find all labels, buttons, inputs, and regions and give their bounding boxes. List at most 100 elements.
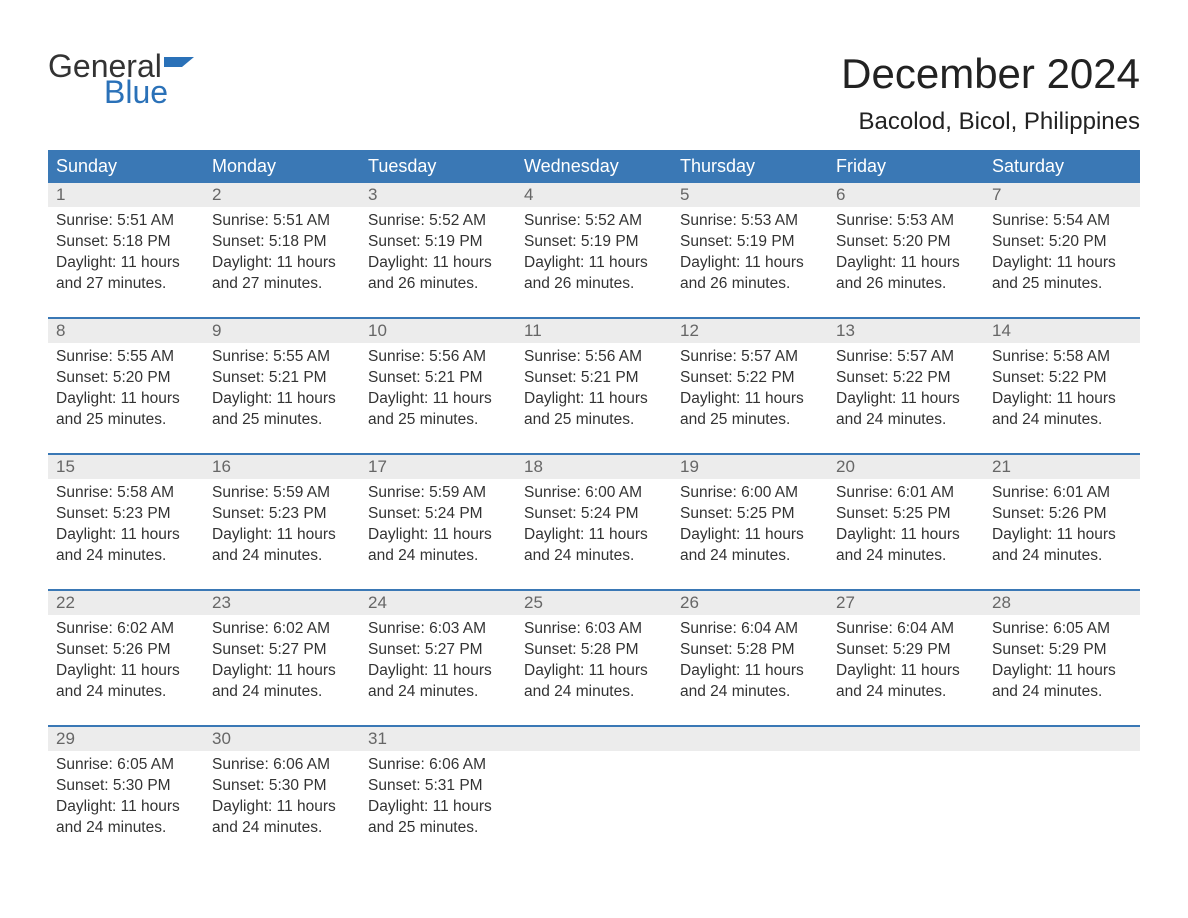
info-line: and 26 minutes. <box>680 274 820 295</box>
day-cell: 15Sunrise: 5:58 AMSunset: 5:23 PMDayligh… <box>48 455 204 575</box>
info-line: Daylight: 11 hours <box>836 525 976 546</box>
info-line: Daylight: 11 hours <box>524 389 664 410</box>
info-line: and 24 minutes. <box>56 818 196 839</box>
calendar: Sunday Monday Tuesday Wednesday Thursday… <box>48 150 1140 847</box>
day-number <box>828 727 984 751</box>
info-line: and 25 minutes. <box>56 410 196 431</box>
info-line: Daylight: 11 hours <box>680 525 820 546</box>
info-line: and 27 minutes. <box>56 274 196 295</box>
day-number: 4 <box>516 183 672 207</box>
info-line: Daylight: 11 hours <box>992 661 1132 682</box>
day-number: 18 <box>516 455 672 479</box>
day-cell: 17Sunrise: 5:59 AMSunset: 5:24 PMDayligh… <box>360 455 516 575</box>
day-number <box>516 727 672 751</box>
info-line: and 25 minutes. <box>680 410 820 431</box>
info-line: Daylight: 11 hours <box>368 389 508 410</box>
info-line: Daylight: 11 hours <box>680 661 820 682</box>
day-info: Sunrise: 6:05 AMSunset: 5:30 PMDaylight:… <box>48 751 204 839</box>
info-line: Daylight: 11 hours <box>680 389 820 410</box>
info-line: Daylight: 11 hours <box>212 661 352 682</box>
week-row: 29Sunrise: 6:05 AMSunset: 5:30 PMDayligh… <box>48 725 1140 847</box>
day-cell: 29Sunrise: 6:05 AMSunset: 5:30 PMDayligh… <box>48 727 204 847</box>
info-line: Daylight: 11 hours <box>368 661 508 682</box>
info-line: Sunset: 5:21 PM <box>368 368 508 389</box>
info-line: Daylight: 11 hours <box>56 253 196 274</box>
day-info: Sunrise: 5:59 AMSunset: 5:24 PMDaylight:… <box>360 479 516 567</box>
day-header: Friday <box>828 150 984 183</box>
info-line: Sunrise: 6:02 AM <box>56 619 196 640</box>
day-cell: 1Sunrise: 5:51 AMSunset: 5:18 PMDaylight… <box>48 183 204 303</box>
day-info: Sunrise: 6:01 AMSunset: 5:26 PMDaylight:… <box>984 479 1140 567</box>
info-line: and 24 minutes. <box>56 546 196 567</box>
day-number: 10 <box>360 319 516 343</box>
info-line: Sunset: 5:29 PM <box>992 640 1132 661</box>
info-line: Daylight: 11 hours <box>368 797 508 818</box>
info-line: Sunrise: 6:01 AM <box>992 483 1132 504</box>
info-line: Sunrise: 5:56 AM <box>368 347 508 368</box>
info-line: Sunrise: 5:51 AM <box>56 211 196 232</box>
day-info: Sunrise: 6:00 AMSunset: 5:24 PMDaylight:… <box>516 479 672 567</box>
info-line: and 24 minutes. <box>212 546 352 567</box>
week-row: 15Sunrise: 5:58 AMSunset: 5:23 PMDayligh… <box>48 453 1140 575</box>
info-line: and 24 minutes. <box>368 682 508 703</box>
info-line: Sunrise: 6:00 AM <box>680 483 820 504</box>
info-line: Sunset: 5:20 PM <box>56 368 196 389</box>
info-line: Sunset: 5:23 PM <box>212 504 352 525</box>
day-header: Thursday <box>672 150 828 183</box>
day-cell: 5Sunrise: 5:53 AMSunset: 5:19 PMDaylight… <box>672 183 828 303</box>
day-number: 9 <box>204 319 360 343</box>
day-cell: 3Sunrise: 5:52 AMSunset: 5:19 PMDaylight… <box>360 183 516 303</box>
info-line: Sunset: 5:25 PM <box>680 504 820 525</box>
day-cell <box>984 727 1140 847</box>
day-cell: 13Sunrise: 5:57 AMSunset: 5:22 PMDayligh… <box>828 319 984 439</box>
info-line: Sunrise: 6:05 AM <box>56 755 196 776</box>
day-info: Sunrise: 5:54 AMSunset: 5:20 PMDaylight:… <box>984 207 1140 295</box>
info-line: Daylight: 11 hours <box>524 253 664 274</box>
info-line: Daylight: 11 hours <box>992 525 1132 546</box>
info-line: Sunrise: 6:06 AM <box>368 755 508 776</box>
info-line: and 27 minutes. <box>212 274 352 295</box>
info-line: Sunset: 5:27 PM <box>212 640 352 661</box>
info-line: Daylight: 11 hours <box>56 797 196 818</box>
day-info: Sunrise: 6:03 AMSunset: 5:27 PMDaylight:… <box>360 615 516 703</box>
info-line: Daylight: 11 hours <box>56 525 196 546</box>
info-line: and 25 minutes. <box>992 274 1132 295</box>
day-info: Sunrise: 6:06 AMSunset: 5:31 PMDaylight:… <box>360 751 516 839</box>
info-line: Daylight: 11 hours <box>368 253 508 274</box>
day-number: 13 <box>828 319 984 343</box>
info-line: Daylight: 11 hours <box>992 389 1132 410</box>
day-header: Sunday <box>48 150 204 183</box>
day-number: 6 <box>828 183 984 207</box>
info-line: Sunrise: 5:57 AM <box>836 347 976 368</box>
info-line: Daylight: 11 hours <box>836 661 976 682</box>
info-line: and 24 minutes. <box>680 682 820 703</box>
location: Bacolod, Bicol, Philippines <box>841 108 1140 136</box>
info-line: Sunset: 5:28 PM <box>680 640 820 661</box>
day-number: 19 <box>672 455 828 479</box>
info-line: Daylight: 11 hours <box>56 389 196 410</box>
day-info: Sunrise: 5:55 AMSunset: 5:21 PMDaylight:… <box>204 343 360 431</box>
day-cell: 11Sunrise: 5:56 AMSunset: 5:21 PMDayligh… <box>516 319 672 439</box>
day-number: 16 <box>204 455 360 479</box>
info-line: Daylight: 11 hours <box>836 389 976 410</box>
day-info: Sunrise: 5:57 AMSunset: 5:22 PMDaylight:… <box>672 343 828 431</box>
info-line: and 24 minutes. <box>836 682 976 703</box>
day-number: 5 <box>672 183 828 207</box>
info-line: Sunset: 5:19 PM <box>368 232 508 253</box>
info-line: Sunset: 5:28 PM <box>524 640 664 661</box>
day-info: Sunrise: 5:58 AMSunset: 5:22 PMDaylight:… <box>984 343 1140 431</box>
info-line: Sunrise: 6:05 AM <box>992 619 1132 640</box>
day-number: 8 <box>48 319 204 343</box>
info-line: Sunrise: 6:00 AM <box>524 483 664 504</box>
day-number: 23 <box>204 591 360 615</box>
info-line: Sunset: 5:26 PM <box>56 640 196 661</box>
info-line: Sunrise: 5:58 AM <box>56 483 196 504</box>
day-number: 30 <box>204 727 360 751</box>
day-cell: 6Sunrise: 5:53 AMSunset: 5:20 PMDaylight… <box>828 183 984 303</box>
week-row: 22Sunrise: 6:02 AMSunset: 5:26 PMDayligh… <box>48 589 1140 711</box>
info-line: and 24 minutes. <box>524 682 664 703</box>
day-cell: 24Sunrise: 6:03 AMSunset: 5:27 PMDayligh… <box>360 591 516 711</box>
day-info: Sunrise: 5:56 AMSunset: 5:21 PMDaylight:… <box>360 343 516 431</box>
info-line: Sunset: 5:20 PM <box>836 232 976 253</box>
day-number: 24 <box>360 591 516 615</box>
